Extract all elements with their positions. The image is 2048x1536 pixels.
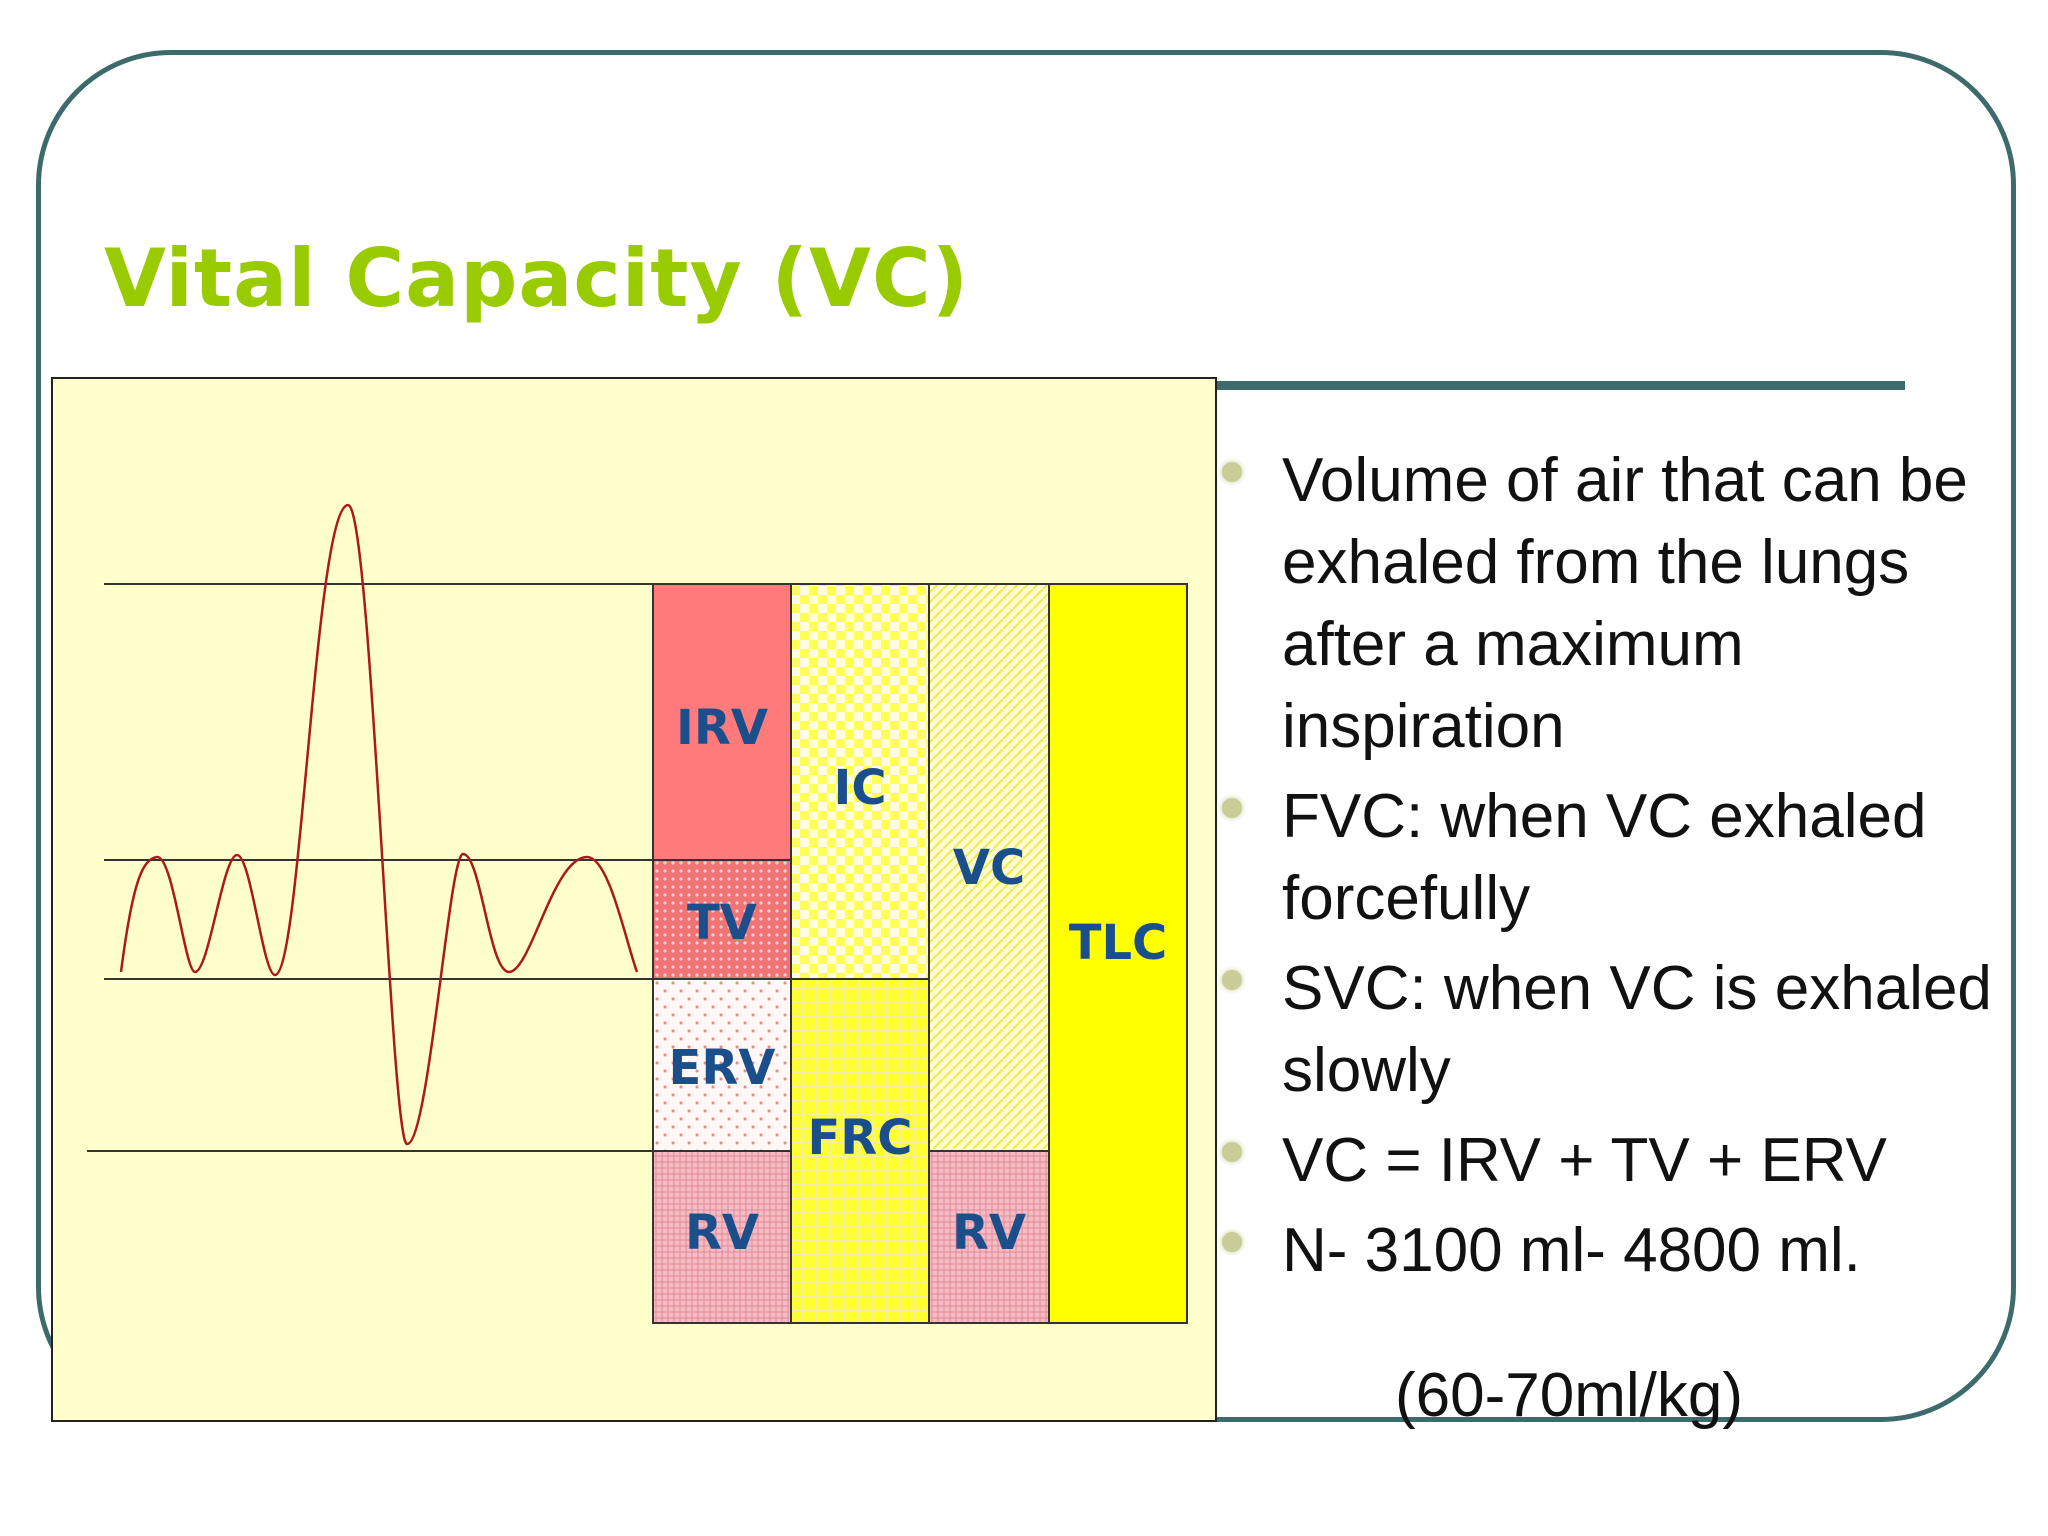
bullet-text: VC = IRV + TV + ERV <box>1282 1126 1887 1195</box>
tv-label: TV <box>687 895 757 951</box>
bullet-text: Volume of air that can be exhaled from t… <box>1282 446 1968 761</box>
tlc-label: TLC <box>1069 915 1168 971</box>
bullet-dot-icon <box>1222 462 1242 482</box>
bullet-text: SVC: when VC is exhaled slowly <box>1282 954 1992 1105</box>
volume-blocks <box>652 583 1188 1324</box>
slide-title: Vital Capacity (VC) <box>104 232 970 325</box>
bullet-dot-icon <box>1222 1142 1242 1162</box>
bullet-item: FVC: when VC exhaled forcefully <box>1220 776 2020 940</box>
ic-label: IC <box>833 760 886 816</box>
erv-label: ERV <box>669 1040 776 1096</box>
erv-block <box>652 978 792 1152</box>
title-underline <box>1215 381 1905 390</box>
bullet-item: SVC: when VC is exhaled slowly <box>1220 948 2020 1112</box>
level-lines <box>87 583 653 1152</box>
bullet-list: Volume of air that can be exhaled from t… <box>1220 440 2020 1300</box>
tv-block <box>652 859 792 980</box>
bullet-dot-icon <box>1222 970 1242 990</box>
bullet-item: Volume of air that can be exhaled from t… <box>1220 440 2020 768</box>
ic-block <box>790 583 930 980</box>
rv-label-right: RV <box>952 1205 1026 1261</box>
rv-block-right <box>928 1150 1050 1324</box>
bullet-item: N- 3100 ml- 4800 ml. <box>1220 1210 2020 1292</box>
bullet-dot-icon <box>1222 1232 1242 1252</box>
spirometry-trace <box>119 503 639 1146</box>
normal-range-note: (60-70ml/kg) <box>1395 1361 1743 1430</box>
block-labels: IRV TV ERV RV IC FRC VC RV TLC <box>669 700 1168 1261</box>
vc-label: VC <box>953 840 1025 896</box>
rv-block-left <box>652 1150 792 1324</box>
tlc-block <box>1048 583 1188 1324</box>
bullet-text: FVC: when VC exhaled forcefully <box>1282 782 1927 933</box>
diagram-svg: IRV TV ERV RV IC FRC VC RV TLC <box>87 503 1188 1324</box>
lung-volume-diagram: IRV TV ERV RV IC FRC VC RV TLC <box>51 377 1217 1422</box>
bullet-dot-icon <box>1222 798 1242 818</box>
irv-label: IRV <box>676 700 768 756</box>
rv-label-left: RV <box>685 1205 759 1261</box>
bullet-item: VC = IRV + TV + ERV <box>1220 1120 2020 1202</box>
frc-label: FRC <box>808 1110 913 1166</box>
bullet-text: N- 3100 ml- 4800 ml. <box>1282 1216 1861 1285</box>
